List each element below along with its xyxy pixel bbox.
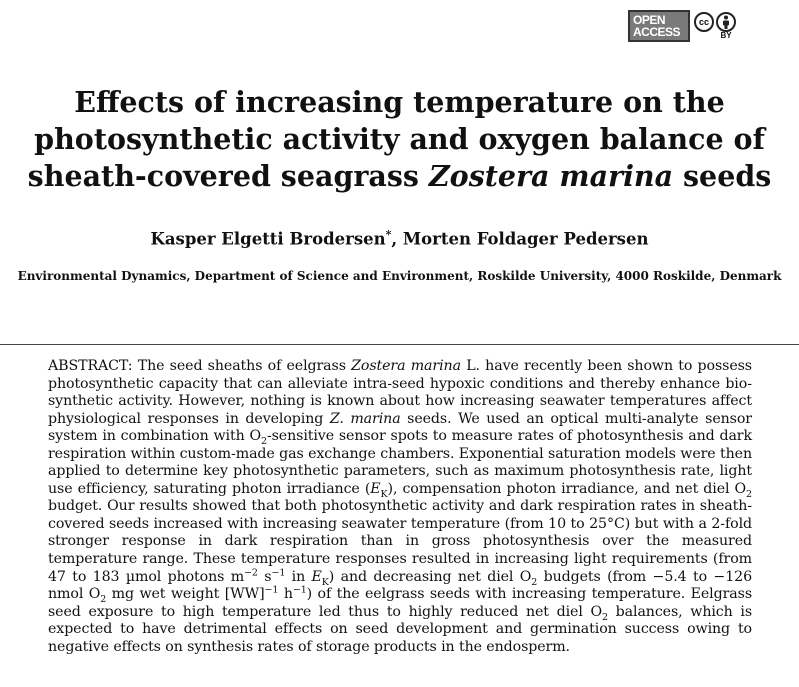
section-divider (0, 344, 799, 345)
species-name: Zostera marina (428, 159, 674, 193)
subscript: 2 (531, 576, 538, 588)
title-line-1: Effects of increasing temperature on the (74, 85, 725, 119)
paper-title: Effects of increasing temperature on the… (20, 84, 779, 195)
author-name: Kasper Elgetti Brodersen (150, 229, 386, 249)
abstract-text: ), compensation photon irradiance, and n… (387, 480, 747, 497)
species-name: Zostera marina (351, 358, 461, 374)
superscript: −1 (264, 584, 279, 596)
abstract-text: L. have recently been shown to possess p… (48, 358, 752, 427)
subscript: K (380, 488, 388, 500)
cc-by-label: BY (720, 31, 732, 40)
authors: Kasper Elgetti Brodersen*, Morten Foldag… (0, 228, 799, 249)
subscript: 2 (602, 611, 608, 623)
affiliation: Environmental Dynamics, Department of Sc… (17, 269, 782, 283)
author-separator: , (391, 229, 403, 249)
abstract-text: in (285, 568, 312, 585)
title-text: sheath-covered seagrass (27, 159, 429, 193)
subscript: 2 (746, 488, 752, 500)
subscript: 2 (260, 436, 267, 448)
superscript: −1 (292, 584, 307, 596)
creative-commons-icon: cc (694, 12, 714, 32)
open-access-badge: OPEN ACCESS cc BY (628, 10, 736, 42)
attribution-person-icon (716, 12, 736, 32)
symbol: E (370, 480, 381, 497)
abstract-text: The seed sheaths of eelgrass (132, 358, 352, 374)
abstract-text: mg wet weight [WW] (106, 586, 265, 603)
abstract-text: budget. Our results showed that both pho… (48, 498, 752, 585)
abstract-text: h (278, 586, 293, 603)
cc-by-license: cc BY (694, 12, 736, 40)
open-access-line2: ACCESS (633, 25, 681, 39)
person-icon (723, 15, 729, 29)
open-access-logo: OPEN ACCESS (628, 10, 690, 42)
open-access-line1: OPEN (633, 13, 666, 27)
superscript: −1 (271, 566, 286, 578)
abstract-text: ) and decreasing net diel O (328, 568, 532, 585)
abstract-text: seeds. We used an optical multi-analyte … (48, 410, 752, 445)
abstract: ABSTRACT: The seed sheaths of eelgrass Z… (48, 358, 752, 656)
abstract-text: -sensitive sensor spots to measure rates… (48, 428, 752, 497)
abstract-text: ) of the eelgrass seeds with increasing … (48, 586, 752, 620)
abstract-text: balances, which is expected to have detr… (48, 603, 753, 655)
title-line-3: sheath-covered seagrass Zostera marina s… (20, 158, 779, 195)
author-name: Morten Foldager Pedersen (402, 229, 649, 249)
subscript: 2 (100, 593, 107, 605)
abstract-text: budgets (from −5.4 to −126 nmol O (48, 568, 752, 603)
title-line-2: photosynthetic activity and oxygen balan… (34, 122, 765, 156)
symbol: E (311, 568, 322, 585)
species-name: Z. marina (329, 410, 401, 427)
subscript: K (321, 576, 329, 588)
corresponding-author-mark: * (385, 228, 392, 241)
title-text: seeds (673, 159, 772, 193)
abstract-heading: ABSTRACT: (48, 358, 133, 374)
abstract-text: s (257, 568, 272, 585)
superscript: −2 (244, 566, 258, 578)
